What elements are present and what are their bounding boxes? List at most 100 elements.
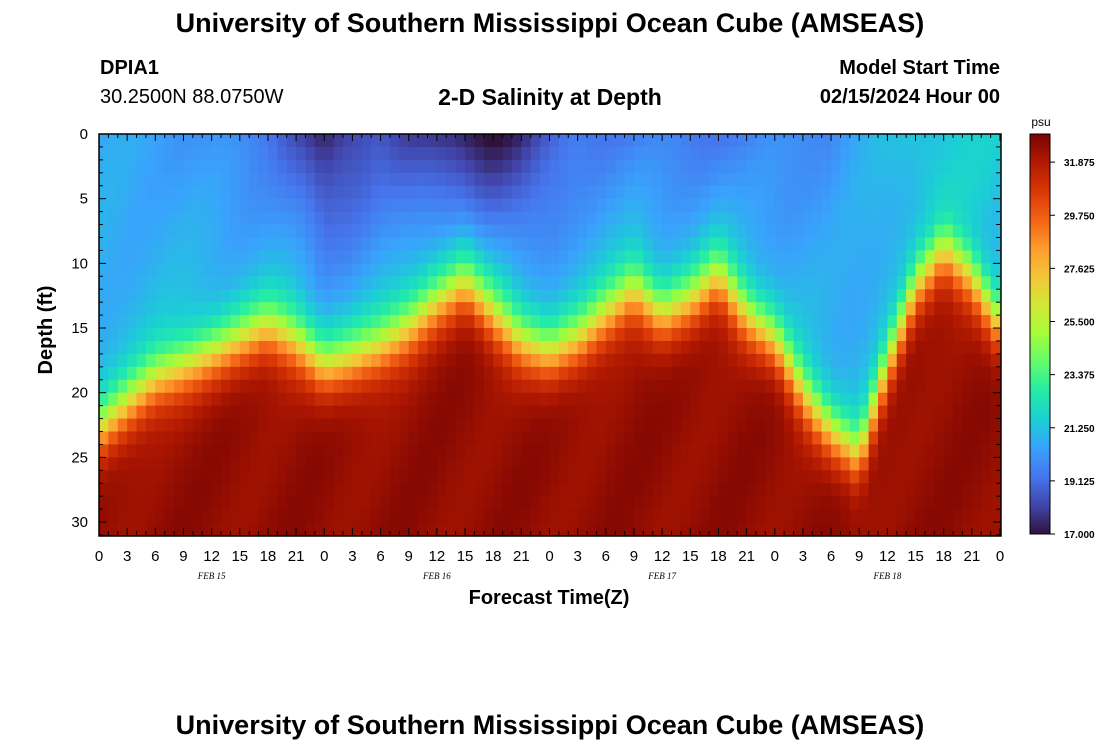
heatmap-cell	[774, 418, 785, 433]
heatmap-cell	[267, 444, 278, 458]
heatmap-cell	[221, 185, 231, 200]
heatmap-cell	[465, 134, 476, 148]
heatmap-cell	[718, 146, 729, 161]
heatmap-cell	[765, 224, 776, 239]
heatmap-cell	[136, 159, 147, 174]
heatmap-cell	[906, 237, 917, 252]
heatmap-cell	[662, 263, 673, 277]
heatmap-cell	[249, 198, 260, 213]
heatmap-cell	[596, 470, 607, 484]
heatmap-cell	[221, 172, 231, 187]
heatmap-cell	[389, 483, 400, 497]
heatmap-cell	[755, 470, 766, 484]
heatmap-cell	[352, 315, 363, 329]
heatmap-cell	[943, 457, 954, 471]
heatmap-cell	[277, 379, 288, 394]
heatmap-cell	[755, 509, 766, 523]
heatmap-cell	[934, 172, 945, 187]
heatmap-cell	[286, 250, 297, 264]
heatmap-cell	[408, 146, 419, 161]
heatmap-cell	[755, 457, 766, 471]
heatmap-cell	[145, 250, 156, 264]
heatmap-cell	[305, 172, 316, 187]
heatmap-cell	[652, 457, 663, 471]
heatmap-cell	[389, 237, 400, 252]
heatmap-cell	[784, 522, 795, 536]
heatmap-cell	[971, 483, 982, 497]
heatmap-cell	[258, 146, 269, 161]
heatmap-cell	[643, 237, 654, 252]
heatmap-cell	[821, 172, 832, 187]
heatmap-cell	[812, 289, 823, 303]
heatmap-cell	[605, 379, 616, 394]
heatmap-cell	[615, 522, 626, 536]
heatmap-cell	[136, 418, 147, 433]
heatmap-cell	[699, 198, 710, 213]
heatmap-cell	[540, 509, 551, 523]
heatmap-cell	[718, 185, 729, 200]
heatmap-cell	[324, 276, 335, 290]
heatmap-cell	[643, 353, 654, 368]
heatmap-cell	[549, 302, 560, 316]
heatmap-cell	[877, 483, 888, 497]
heatmap-cell	[840, 250, 851, 264]
heatmap-cell	[615, 496, 626, 510]
y-tick-label: 5	[80, 191, 88, 208]
heatmap-cell	[99, 224, 109, 239]
station-coords: 30.2500N 88.0750W	[100, 86, 284, 108]
heatmap-cell	[202, 211, 213, 226]
heatmap-cell	[887, 172, 898, 187]
heatmap-cell	[418, 172, 429, 187]
heatmap-cell	[427, 237, 438, 252]
heatmap-cell	[662, 172, 673, 187]
heatmap-cell	[633, 509, 644, 523]
heatmap-cell	[192, 237, 203, 252]
heatmap-cell	[624, 509, 635, 523]
heatmap-cell	[530, 211, 541, 226]
heatmap-cell	[699, 185, 710, 200]
heatmap-cell	[474, 444, 485, 458]
heatmap-cell	[896, 470, 907, 484]
heatmap-cell	[784, 159, 795, 174]
heatmap-cell	[183, 211, 194, 226]
heatmap-cell	[671, 289, 682, 303]
heatmap-cell	[493, 172, 504, 187]
heatmap-cell	[868, 509, 879, 523]
heatmap-cell	[718, 211, 729, 226]
heatmap-cell	[493, 496, 504, 510]
heatmap-cell	[633, 302, 644, 316]
heatmap-cell	[267, 328, 278, 342]
heatmap-cell	[652, 405, 663, 420]
heatmap-cell	[474, 418, 485, 433]
heatmap-cell	[549, 483, 560, 497]
heatmap-cell	[314, 353, 325, 368]
heatmap-cell	[981, 470, 992, 484]
heatmap-cell	[793, 263, 804, 277]
heatmap-cell	[277, 392, 288, 407]
heatmap-cell	[540, 418, 551, 433]
heatmap-cell	[680, 263, 691, 277]
heatmap-cell	[596, 509, 607, 523]
heatmap-cell	[183, 470, 194, 484]
heatmap-cell	[540, 340, 551, 355]
colorbar-units: psu	[1031, 115, 1050, 129]
heatmap-cell	[361, 237, 372, 252]
heatmap-cell	[643, 198, 654, 213]
heatmap-cell	[699, 444, 710, 458]
heatmap-cell	[840, 134, 851, 148]
heatmap-cell	[755, 276, 766, 290]
heatmap-cell	[924, 431, 935, 446]
heatmap-cell	[934, 185, 945, 200]
heatmap-cell	[127, 444, 138, 458]
heatmap-cell	[737, 444, 748, 458]
heatmap-cell	[840, 315, 851, 329]
heatmap-cell	[558, 392, 569, 407]
heatmap-cell	[145, 328, 156, 342]
heatmap-cell	[343, 328, 354, 342]
heatmap-cell	[483, 328, 494, 342]
heatmap-cell	[239, 418, 250, 433]
heatmap-cell	[174, 457, 185, 471]
heatmap-cell	[812, 302, 823, 316]
heatmap-cell	[202, 340, 213, 355]
heatmap-cell	[483, 146, 494, 161]
